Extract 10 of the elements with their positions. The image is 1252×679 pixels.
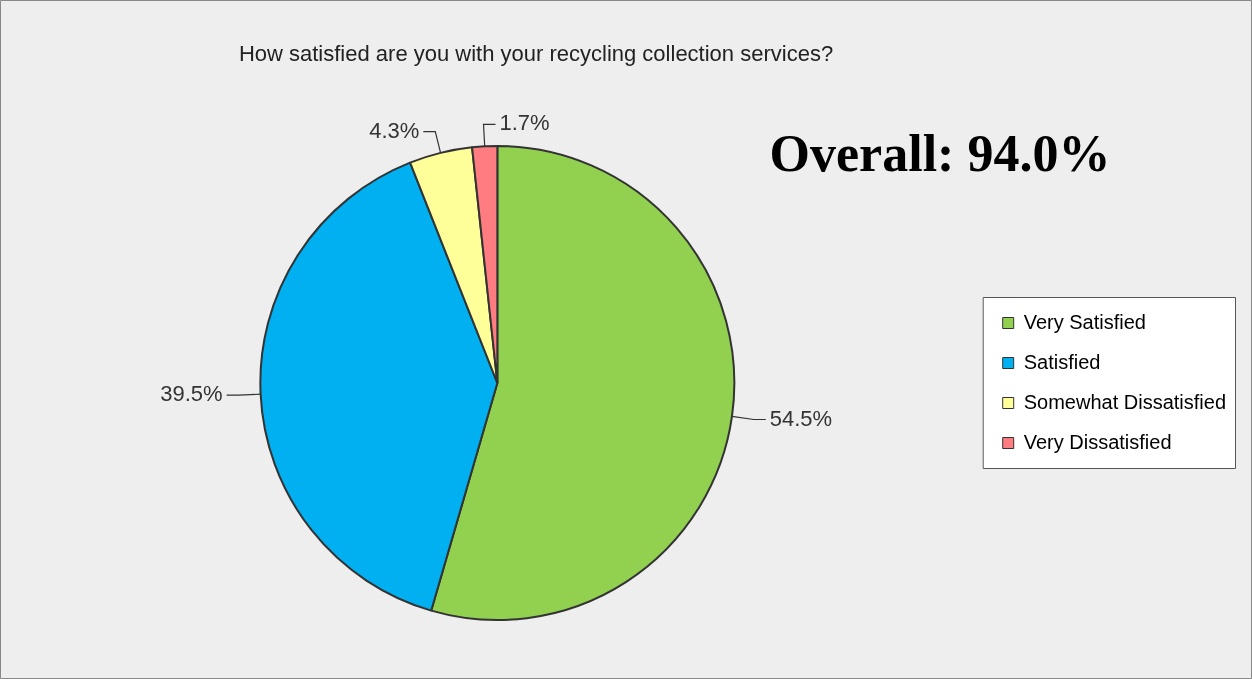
chart-title: How satisfied are you with your recycling collection services? <box>238 41 834 67</box>
legend-label: Somewhat Dissatisfied <box>1023 390 1227 413</box>
data-label: 39.5% <box>160 381 223 407</box>
legend-label: Very Satisfied <box>1023 310 1146 333</box>
legend-label: Very Dissatisfied <box>1023 430 1172 453</box>
data-label: 1.7% <box>499 110 550 136</box>
data-label: 4.3% <box>369 117 420 143</box>
legend-label: Satisfied <box>1023 350 1101 373</box>
text: Overall: 94.0% <box>769 125 1111 183</box>
data-label: 54.5% <box>769 405 833 431</box>
